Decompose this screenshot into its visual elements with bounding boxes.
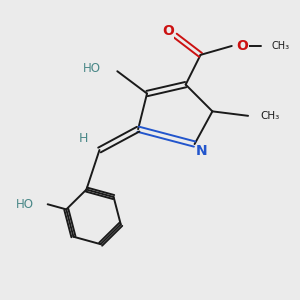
Text: O: O: [162, 24, 174, 38]
Text: O: O: [236, 39, 248, 53]
Text: CH₃: CH₃: [272, 41, 290, 51]
Text: HO: HO: [83, 62, 101, 75]
Text: CH₃: CH₃: [260, 111, 279, 121]
Text: H: H: [78, 132, 88, 145]
Text: N: N: [196, 145, 208, 158]
Text: HO: HO: [16, 198, 34, 211]
